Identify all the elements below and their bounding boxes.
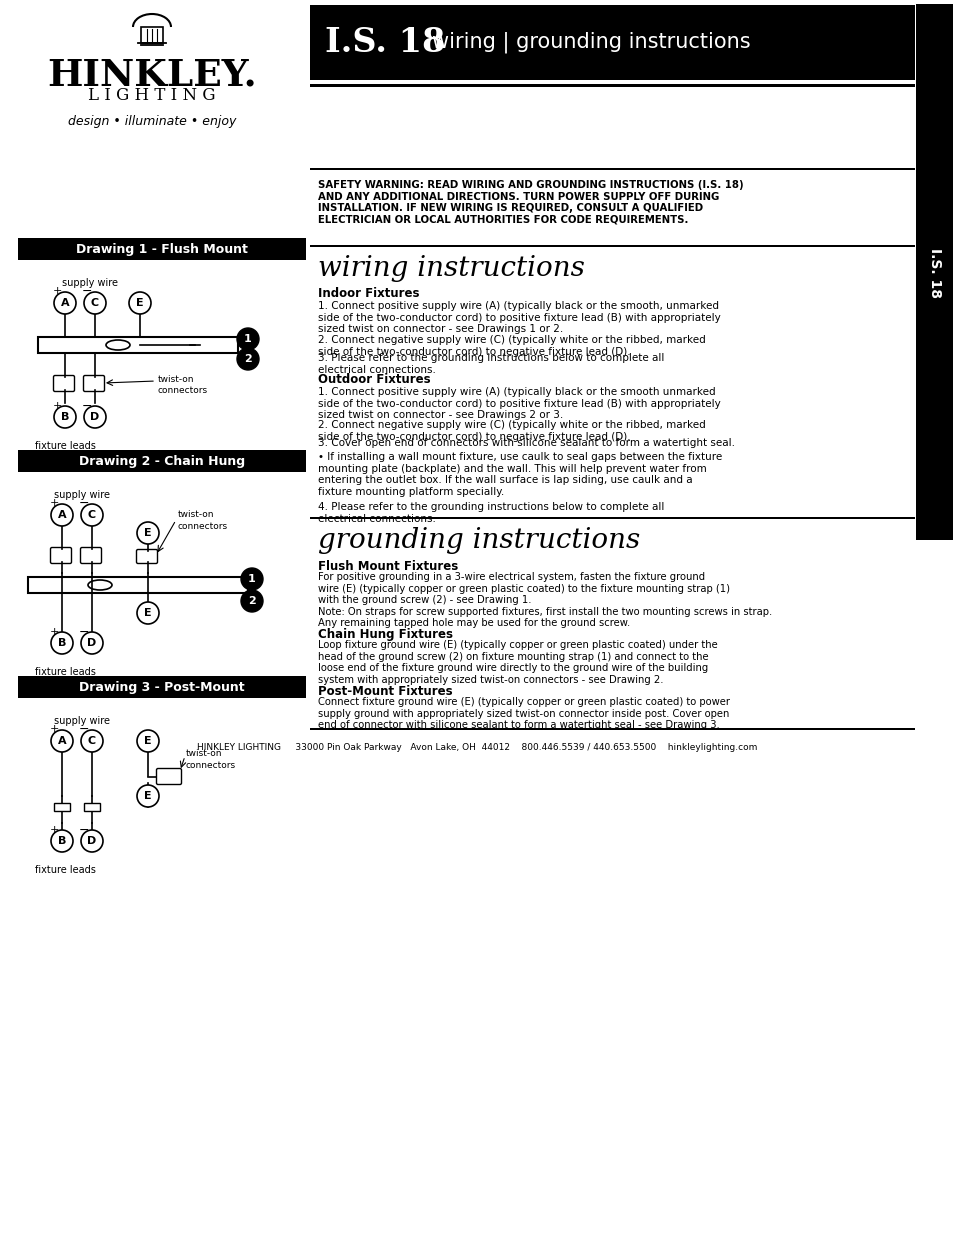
Text: 2. Connect negative supply wire (C) (typically white or the ribbed, marked
side : 2. Connect negative supply wire (C) (typ… — [317, 335, 705, 357]
Text: wiring instructions: wiring instructions — [317, 254, 584, 282]
Text: −: − — [79, 722, 90, 736]
Text: wiring | grounding instructions: wiring | grounding instructions — [432, 32, 750, 53]
Text: +: + — [50, 825, 59, 835]
Text: D: D — [88, 638, 96, 648]
Ellipse shape — [106, 340, 130, 350]
Bar — [18, 676, 306, 698]
Circle shape — [51, 632, 73, 655]
Bar — [310, 84, 914, 86]
Bar — [18, 450, 306, 472]
Text: fixture leads: fixture leads — [34, 441, 95, 451]
Text: L I G H T I N G: L I G H T I N G — [89, 86, 215, 104]
Text: 2: 2 — [244, 354, 252, 364]
Text: D: D — [88, 836, 96, 846]
Text: +: + — [50, 498, 59, 508]
FancyBboxPatch shape — [51, 547, 71, 563]
Text: SAFETY WARNING: READ WIRING AND GROUNDING INSTRUCTIONS (I.S. 18)
AND ANY ADDITIO: SAFETY WARNING: READ WIRING AND GROUNDIN… — [317, 180, 742, 225]
Bar — [310, 516, 914, 519]
Text: fixture leads: fixture leads — [34, 864, 95, 876]
Text: HINKLEY.: HINKLEY. — [47, 57, 256, 94]
Text: Drawing 1 - Flush Mount: Drawing 1 - Flush Mount — [76, 242, 248, 256]
Text: 2: 2 — [248, 597, 255, 606]
Circle shape — [81, 504, 103, 526]
Bar — [310, 245, 914, 247]
Text: 1. Connect positive supply wire (A) (typically black or the smooth unmarked
side: 1. Connect positive supply wire (A) (typ… — [317, 387, 720, 420]
Circle shape — [54, 291, 76, 314]
Text: connectors: connectors — [158, 387, 208, 395]
Text: E: E — [144, 790, 152, 802]
Text: −: − — [82, 284, 92, 298]
Circle shape — [236, 329, 258, 350]
Text: 2. Connect negative supply wire (C) (typically white or the ribbed, marked
side : 2. Connect negative supply wire (C) (typ… — [317, 420, 705, 442]
Bar — [38, 337, 237, 353]
Text: A: A — [57, 510, 67, 520]
Text: E: E — [144, 608, 152, 618]
Circle shape — [137, 522, 159, 543]
Circle shape — [84, 406, 106, 429]
FancyBboxPatch shape — [80, 547, 101, 563]
FancyBboxPatch shape — [156, 768, 181, 784]
Text: HINKLEY LIGHTING     33000 Pin Oak Parkway   Avon Lake, OH  44012    800.446.553: HINKLEY LIGHTING 33000 Pin Oak Parkway A… — [196, 743, 757, 752]
Circle shape — [54, 406, 76, 429]
Circle shape — [81, 730, 103, 752]
Text: −: − — [79, 824, 90, 836]
Text: C: C — [88, 510, 96, 520]
Text: C: C — [88, 736, 96, 746]
Text: Indoor Fixtures: Indoor Fixtures — [317, 287, 419, 300]
Text: +: + — [52, 287, 62, 296]
Text: 3. Please refer to the grounding instructions below to complete all
electrical c: 3. Please refer to the grounding instruc… — [317, 353, 663, 374]
Circle shape — [137, 730, 159, 752]
Circle shape — [241, 590, 263, 613]
Circle shape — [81, 830, 103, 852]
Text: Post-Mount Fixtures: Post-Mount Fixtures — [317, 685, 452, 698]
Text: twist-on: twist-on — [178, 510, 214, 519]
Text: • If installing a wall mount fixture, use caulk to seal gaps between the fixture: • If installing a wall mount fixture, us… — [317, 452, 721, 496]
Circle shape — [84, 291, 106, 314]
Text: twist-on: twist-on — [158, 375, 194, 384]
Text: 1. Connect positive supply wire (A) (typically black or the smooth, unmarked
sid: 1. Connect positive supply wire (A) (typ… — [317, 301, 720, 335]
Circle shape — [137, 785, 159, 806]
Text: E: E — [144, 736, 152, 746]
Text: −: − — [79, 625, 90, 638]
Text: +: + — [50, 627, 59, 637]
Circle shape — [51, 830, 73, 852]
Text: twist-on: twist-on — [186, 748, 222, 758]
Bar — [310, 727, 914, 730]
FancyBboxPatch shape — [53, 375, 74, 391]
Bar — [28, 577, 248, 593]
Bar — [915, 4, 953, 540]
Text: Drawing 2 - Chain Hung: Drawing 2 - Chain Hung — [79, 454, 245, 468]
Text: connectors: connectors — [186, 761, 236, 769]
Text: supply wire: supply wire — [54, 716, 110, 726]
Circle shape — [51, 730, 73, 752]
FancyBboxPatch shape — [84, 375, 105, 391]
Circle shape — [129, 291, 151, 314]
Text: Outdoor Fixtures: Outdoor Fixtures — [317, 373, 430, 387]
Text: Flush Mount Fixtures: Flush Mount Fixtures — [317, 559, 457, 573]
Ellipse shape — [88, 580, 112, 590]
Text: E: E — [144, 529, 152, 538]
Text: supply wire: supply wire — [54, 490, 110, 500]
Text: fixture leads: fixture leads — [34, 667, 95, 677]
Bar — [18, 238, 306, 261]
Text: A: A — [61, 298, 70, 308]
Text: I.S. 18: I.S. 18 — [325, 26, 445, 59]
Text: −: − — [82, 399, 92, 412]
Circle shape — [51, 504, 73, 526]
Text: 1: 1 — [248, 574, 255, 584]
Text: B: B — [58, 836, 66, 846]
Text: E: E — [136, 298, 144, 308]
Text: I.S. 18: I.S. 18 — [927, 247, 941, 298]
Bar — [310, 168, 914, 170]
Text: B: B — [58, 638, 66, 648]
Text: 4. Please refer to the grounding instructions below to complete all
electrical c: 4. Please refer to the grounding instruc… — [317, 501, 663, 524]
Circle shape — [81, 632, 103, 655]
Text: grounding instructions: grounding instructions — [317, 527, 639, 555]
Text: Drawing 3 - Post-Mount: Drawing 3 - Post-Mount — [79, 680, 245, 694]
Text: C: C — [91, 298, 99, 308]
Text: Chain Hung Fixtures: Chain Hung Fixtures — [317, 629, 453, 641]
Text: B: B — [61, 412, 70, 422]
Bar — [84, 803, 100, 811]
Text: +: + — [52, 401, 62, 411]
Bar — [310, 5, 914, 80]
